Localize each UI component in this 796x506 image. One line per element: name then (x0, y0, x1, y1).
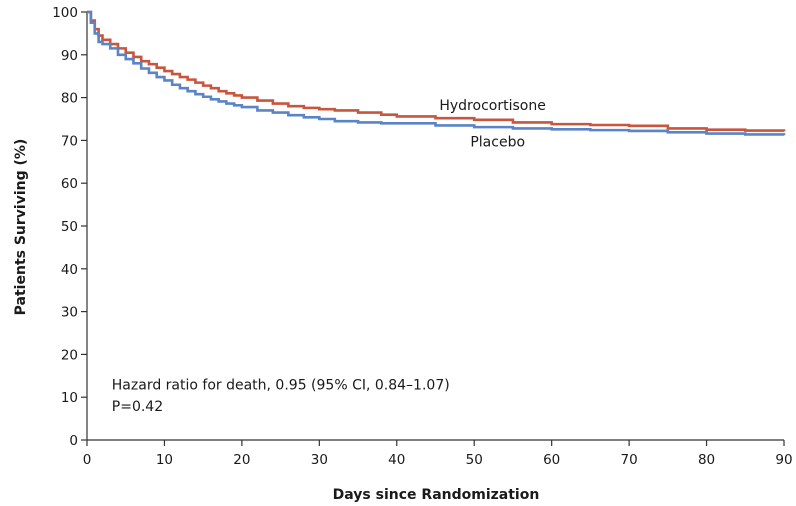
series-line-placebo (87, 10, 786, 136)
y-tick-label: 90 (61, 48, 78, 64)
y-tick-label: 50 (61, 219, 78, 235)
x-axis-title: Days since Randomization (333, 487, 540, 503)
series-label-hydrocortisone: Hydrocortisone (439, 98, 545, 114)
x-tick-label: 50 (466, 452, 483, 468)
series-layer (87, 10, 786, 136)
x-tick-label: 70 (621, 452, 638, 468)
x-tick-label: 40 (388, 452, 405, 468)
x-tick-label: 60 (543, 452, 560, 468)
x-tick-label: 80 (698, 452, 715, 468)
y-axis: 0 10 20 30 40 50 60 70 80 90 100 (52, 5, 88, 449)
x-axis: 0 10 20 30 40 50 60 70 80 90 (83, 439, 793, 468)
y-tick-label: 70 (61, 133, 78, 149)
y-tick-label: 60 (61, 176, 78, 192)
p-value-annotation: P=0.42 (112, 399, 163, 415)
labels-layer: Hydrocortisone Placebo Hazard ratio for de… (112, 98, 546, 415)
y-tick-label: 20 (61, 347, 78, 363)
series-line-hydrocortisone (87, 10, 786, 132)
x-tick-label: 20 (233, 452, 250, 468)
series-label-placebo: Placebo (470, 134, 525, 150)
x-tick-label: 0 (83, 452, 92, 468)
hazard-ratio-annotation: Hazard ratio for death, 0.95 (95% CI, 0.… (112, 377, 450, 393)
x-tick-label: 90 (775, 452, 792, 468)
y-tick-label: 80 (61, 91, 78, 107)
y-tick-label: 40 (61, 262, 78, 278)
y-tick-label: 30 (61, 305, 78, 321)
y-tick-label: 100 (52, 5, 78, 21)
x-tick-label: 30 (311, 452, 328, 468)
y-tick-label: 10 (61, 390, 78, 406)
y-tick-label: 0 (69, 433, 78, 449)
x-tick-label: 10 (156, 452, 173, 468)
y-axis-title: Patients Surviving (%) (13, 139, 29, 316)
